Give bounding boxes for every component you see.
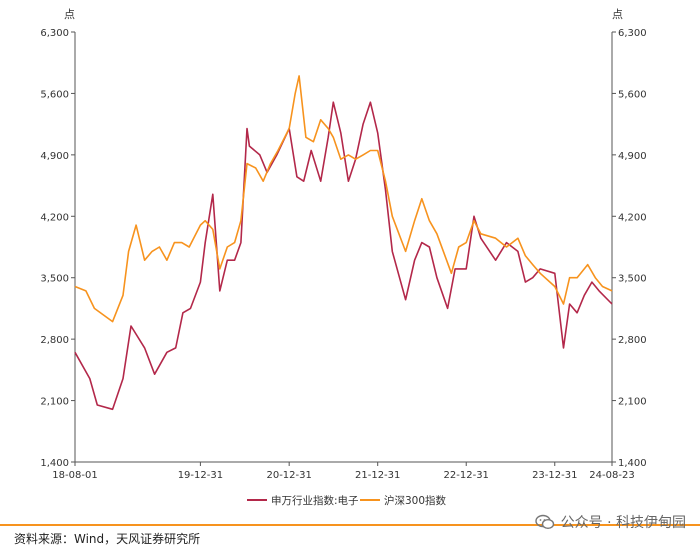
y-tick-label-left: 4,900 <box>40 151 69 162</box>
y-tick-label-left: 6,300 <box>40 28 69 39</box>
source-note: 资料来源：Wind，天风证券研究所 <box>14 532 201 546</box>
series-group <box>74 75 613 411</box>
y-tick-label-right: 6,300 <box>618 28 647 39</box>
y-tick-label-right: 3,500 <box>618 274 647 285</box>
y-tick-label-left: 2,100 <box>40 397 69 408</box>
watermark: 公众号 · 科技伊甸园 <box>534 512 686 532</box>
x-tick-label: 20-12-31 <box>266 470 311 481</box>
series-line-0 <box>74 101 613 411</box>
wechat-icon <box>534 514 554 530</box>
x-tick-label: 19-12-31 <box>178 470 223 481</box>
x-tick-label: 22-12-31 <box>444 470 489 481</box>
x-tick-label: 18-08-01 <box>52 470 97 481</box>
legend-label-1: 沪深300指数 <box>384 494 447 507</box>
x-tick-label: 23-12-31 <box>532 470 577 481</box>
legend-label-0: 申万行业指数:电子 <box>271 494 359 507</box>
y-unit-right: 点 <box>612 8 623 21</box>
x-tick-label: 21-12-31 <box>355 470 400 481</box>
y-tick-label-left: 5,600 <box>40 89 69 100</box>
y-tick-label-right: 4,900 <box>618 151 647 162</box>
y-tick-label-left: 4,200 <box>40 212 69 223</box>
watermark-text: 公众号 · 科技伊甸园 <box>560 515 686 531</box>
axes: 点 点 1,400 1,400 2,100 2,100 2,800 2,800 3,500 3,5… <box>40 8 646 481</box>
y-tick-label-right: 5,600 <box>618 89 647 100</box>
y-tick-label-left: 3,500 <box>40 274 69 285</box>
series-line-1 <box>74 75 613 323</box>
y-tick-label-right: 2,800 <box>618 335 647 346</box>
x-tick-label: 24-08-23 <box>589 470 634 481</box>
legend: 申万行业指数:电子 沪深300指数 <box>247 494 447 507</box>
y-unit-left: 点 <box>64 8 75 21</box>
y-tick-label-right: 1,400 <box>618 458 647 469</box>
y-tick-label-left: 2,800 <box>40 335 69 346</box>
y-tick-label-right: 4,200 <box>618 212 647 223</box>
y-tick-label-right: 2,100 <box>618 397 647 408</box>
y-tick-label-left: 1,400 <box>40 458 69 469</box>
